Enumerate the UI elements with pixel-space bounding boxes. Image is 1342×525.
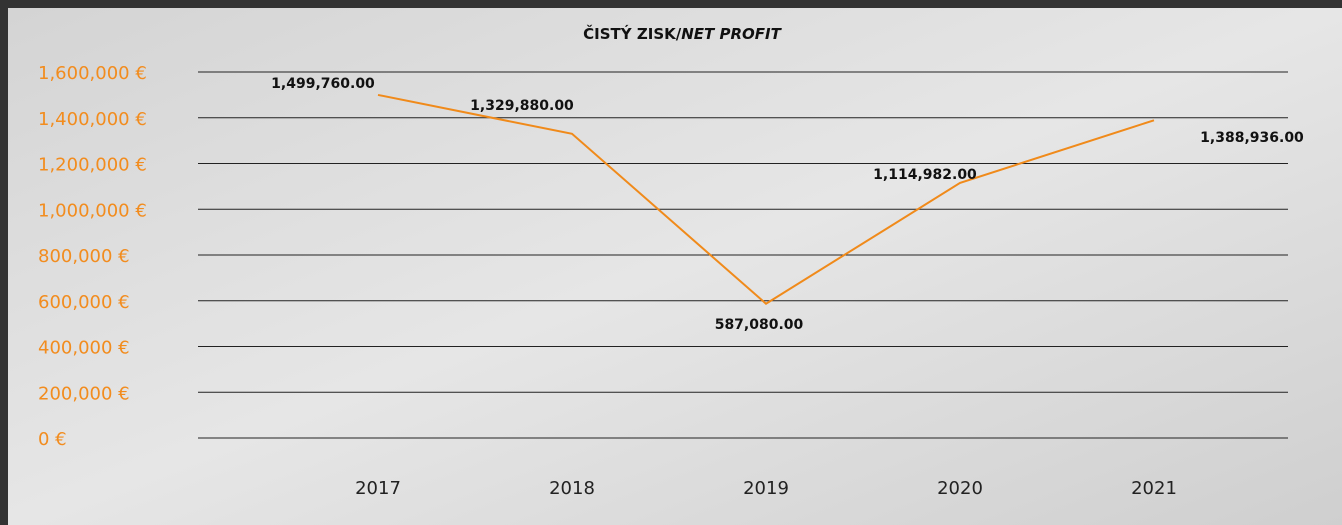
y-tick-label: 800,000 € bbox=[38, 246, 130, 267]
chart-title: ČISTÝ ZISK/NET PROFIT bbox=[583, 24, 782, 43]
panel bbox=[8, 8, 1342, 525]
y-tick-label: 600,000 € bbox=[38, 292, 130, 313]
y-tick-label: 200,000 € bbox=[38, 383, 130, 404]
title-main: ČISTÝ ZISK/ bbox=[583, 24, 682, 43]
y-tick-label: 400,000 € bbox=[38, 338, 130, 359]
chart: ČISTÝ ZISK/NET PROFIT 0 € 200,000 € 400,00… bbox=[0, 0, 1342, 525]
x-tick-label: 2021 bbox=[1131, 478, 1177, 499]
value-label: 1,499,760.00 bbox=[271, 76, 375, 92]
y-tick-label: 1,600,000 € bbox=[38, 63, 147, 84]
y-tick-label: 0 € bbox=[38, 429, 67, 450]
x-tick-label: 2020 bbox=[937, 478, 983, 499]
y-tick-label: 1,200,000 € bbox=[38, 155, 147, 176]
y-tick-label: 1,000,000 € bbox=[38, 200, 147, 221]
y-tick-label: 1,400,000 € bbox=[38, 109, 147, 130]
x-tick-label: 2019 bbox=[743, 478, 789, 499]
value-label: 587,080.00 bbox=[715, 317, 804, 333]
x-tick-label: 2017 bbox=[355, 478, 401, 499]
title-italic: NET PROFIT bbox=[681, 25, 782, 43]
value-label: 1,114,982.00 bbox=[873, 167, 977, 183]
value-label: 1,388,936.00 bbox=[1200, 130, 1304, 146]
x-tick-label: 2018 bbox=[549, 478, 595, 499]
value-label: 1,329,880.00 bbox=[470, 98, 574, 114]
page: ČISTÝ ZISK/NET PROFIT 0 € 200,000 € 400,00… bbox=[0, 0, 1342, 525]
